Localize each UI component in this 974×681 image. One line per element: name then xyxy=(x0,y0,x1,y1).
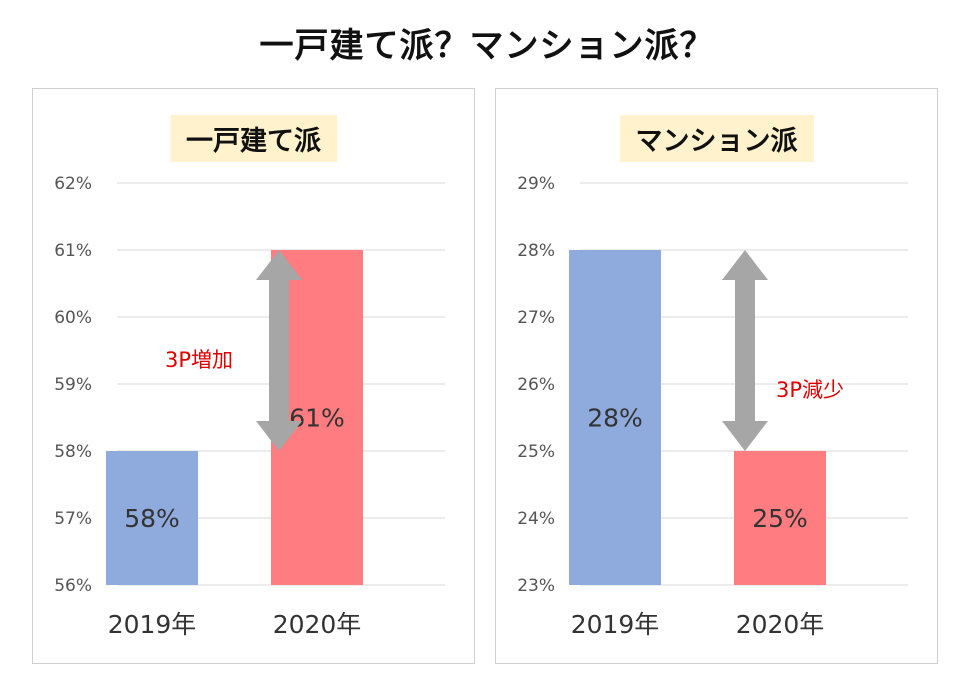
y-tick-label: 25% xyxy=(517,442,555,462)
bar xyxy=(106,451,198,585)
chart-title: マンション派 xyxy=(619,115,814,162)
bar-chart-detached-house: 56% 57% 58% 59% 60% 61% 62% 58% 2019年 61% 2020年 3P増… xyxy=(54,174,445,639)
x-category-label: 2020年 xyxy=(736,610,825,639)
y-tick-label: 57% xyxy=(54,509,92,529)
y-tick-label: 62% xyxy=(54,174,92,194)
y-tick-label: 29% xyxy=(517,174,555,194)
change-annotation: 3P増加 xyxy=(165,348,233,372)
data-label: 61% xyxy=(289,404,345,433)
chart-title: 一戸建て派 xyxy=(170,115,337,162)
main-title: 一戸建て派？マンション派？ xyxy=(259,26,715,66)
y-tick-label: 59% xyxy=(54,375,92,395)
y-tick-label: 58% xyxy=(54,442,92,462)
y-tick-label: 61% xyxy=(54,241,92,261)
y-tick-label: 28% xyxy=(517,241,555,261)
double-arrow xyxy=(722,250,768,451)
bar xyxy=(734,451,826,585)
data-label: 58% xyxy=(124,504,180,533)
x-category-label: 2019年 xyxy=(108,610,197,639)
data-label: 25% xyxy=(752,504,808,533)
chart-panel-detached-house: 一戸建て派 56% 57% 58% 59% 60% 61% 62% 58% 2019年 61% 20… xyxy=(32,88,475,664)
chart-panel-condominium: マンション派 23% 24% 25% 26% 27% 28% 29% 28% 2019年 25% 2… xyxy=(495,88,938,664)
y-tick-label: 27% xyxy=(517,308,555,328)
y-tick-label: 60% xyxy=(54,308,92,328)
change-annotation: 3P減少 xyxy=(776,378,844,402)
x-category-label: 2019年 xyxy=(571,610,660,639)
double-arrow xyxy=(256,250,302,451)
y-tick-label: 24% xyxy=(517,509,555,529)
bar xyxy=(569,250,661,585)
y-tick-label: 26% xyxy=(517,375,555,395)
x-category-label: 2020年 xyxy=(273,610,362,639)
data-label: 28% xyxy=(587,404,643,433)
y-tick-label: 56% xyxy=(54,576,92,596)
bar-chart-condominium: 23% 24% 25% 26% 27% 28% 29% 28% 2019年 25% 2020年 3P減… xyxy=(517,174,908,639)
y-tick-label: 23% xyxy=(517,576,555,596)
